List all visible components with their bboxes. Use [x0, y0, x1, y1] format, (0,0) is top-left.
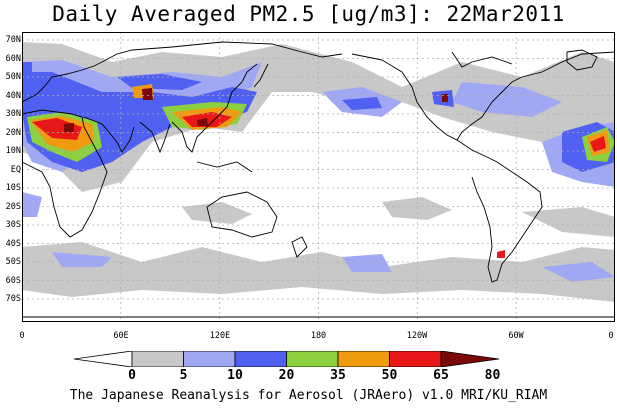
colorbar-label: 65	[433, 368, 449, 383]
colorbar-label: 50	[381, 368, 398, 383]
longitude-label: 60W	[508, 331, 524, 341]
colorbar-label: 5	[179, 368, 188, 383]
footer-credit: The Japanese Reanalysis for Aerosol (JRA…	[69, 388, 548, 403]
latitude-label: 40S	[5, 238, 21, 249]
colorbar-segment	[183, 351, 236, 367]
latitude-label: 60N	[5, 53, 21, 64]
colorbar-segment	[234, 351, 287, 367]
colorbar-label: 0	[128, 368, 136, 383]
latitude-label: 50S	[5, 257, 21, 267]
latitude-label: 30S	[5, 220, 21, 230]
coastlines	[22, 41, 615, 318]
colorbar-segment	[74, 351, 133, 367]
colorbar-label: 10	[227, 368, 243, 383]
colorbar-label: 20	[278, 368, 295, 383]
colorbar-segment	[389, 351, 442, 367]
latitude-label: 30N	[5, 109, 21, 119]
longitude-label: 0	[608, 331, 614, 341]
map-title: Daily Averaged PM2.5 [ug/m3]: 22Mar2011	[52, 2, 565, 26]
map-grid	[22, 32, 615, 322]
longitude-label: 180	[310, 331, 327, 341]
latitude-label: 20N	[5, 127, 21, 138]
latitude-label: 10N	[5, 146, 21, 156]
colorbar-segment	[131, 351, 184, 367]
latitude-label: 70S	[5, 294, 21, 304]
latitude-label: 20S	[5, 201, 21, 212]
map-frame	[22, 32, 615, 322]
latitude-label: 70N	[5, 35, 21, 45]
longitude-label: 120E	[209, 331, 231, 341]
pm25-field	[22, 42, 615, 302]
longitude-label: 60E	[113, 331, 129, 341]
latitude-label: EQ	[10, 164, 21, 175]
colorbar-segment	[286, 351, 339, 367]
colorbar-segment	[337, 351, 390, 367]
latitude-label: 40N	[5, 90, 21, 101]
longitude-label: 120W	[406, 331, 428, 341]
colorbar-label: 35	[330, 368, 346, 383]
latitude-label: 60S	[5, 275, 21, 286]
colorbar	[74, 351, 500, 367]
pm25-map	[22, 32, 615, 322]
colorbar-label: 80	[484, 368, 501, 383]
latitude-label: 10S	[5, 183, 21, 193]
colorbar-segment	[440, 351, 500, 367]
longitude-label: 0	[19, 331, 25, 341]
latitude-label: 50N	[5, 72, 21, 82]
